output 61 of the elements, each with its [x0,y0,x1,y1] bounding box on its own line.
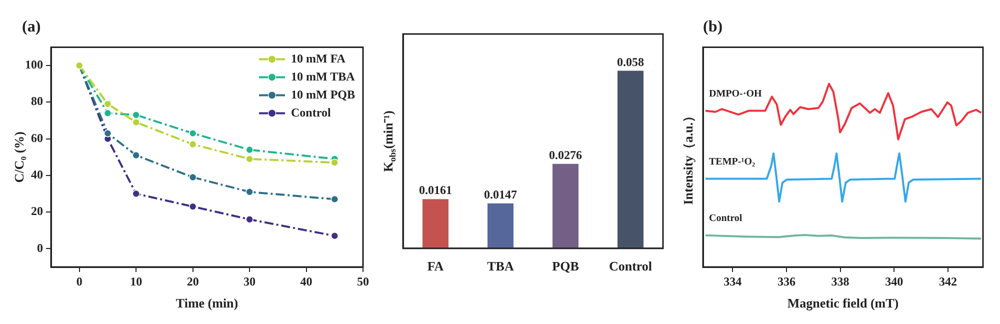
series-label: Control [709,212,742,224]
x-tick-label: 334 [724,274,742,288]
y-tick-label: 60 [31,130,43,145]
y-tick-label: 40 [31,168,43,182]
x-tick-label: 340 [885,274,904,288]
legend-label: Control [291,105,332,120]
data-label: 0.0161 [419,183,452,198]
x-tick-label: 20 [186,274,199,288]
y-axis-title: Kobs(min⁻¹) [380,110,398,172]
y-tick-label: 80 [31,94,43,108]
y-axis-title: Intensity（a.u.） [680,109,696,205]
point [104,100,112,108]
point [132,190,140,198]
x-axis-title: Magnetic field (mT) [787,296,899,311]
x-tick-label: Control [608,258,652,274]
bar [552,164,578,248]
point [104,129,112,138]
point [246,215,254,224]
point [330,232,339,240]
point [132,111,140,119]
bar [618,70,644,248]
legend-label: 10 mM FA [291,51,346,66]
data-label: 0.0147 [484,187,517,202]
y-tick-label: 20 [31,204,43,218]
x-tick-label: 338 [831,274,850,288]
x-axis-title: Time (min) [176,296,238,311]
x-tick-label: TBA [487,258,514,274]
x-tick-label: 342 [939,274,957,288]
data-label: 0.0276 [549,148,582,162]
legend-label: 10 mM TBA [291,69,356,84]
legend-label: 10 mM PQB [291,87,356,102]
x-tick-label: 50 [357,274,369,288]
point [246,188,254,196]
point [330,158,339,166]
y-axis-title: C/C₀ (%) [11,131,26,183]
bar [422,199,448,248]
data-label: 0.058 [617,54,644,69]
point [104,109,112,118]
y-tick-label: 100 [25,58,43,72]
x-tick-label: 40 [300,274,312,288]
point [246,146,254,154]
point [132,151,140,160]
point [188,202,197,210]
chart-title: (b) [703,18,723,36]
point [188,129,197,138]
point [132,118,140,126]
chart-title: (a) [22,18,41,36]
y-tick-label: 0 [37,240,43,255]
point [330,195,339,204]
x-tick-label: PQB [552,258,580,274]
series-label: TEMP-¹O₂ [709,156,755,168]
series-label: DMPO-·OH [709,88,762,100]
x-tick-label: 336 [777,274,796,288]
x-tick-label: 10 [130,274,142,288]
x-tick-label: 30 [244,274,256,288]
x-tick-label: FA [427,258,444,274]
bar [488,203,514,248]
point [188,140,197,148]
x-tick-label: 0 [76,274,82,288]
point [246,155,254,163]
point [188,173,197,182]
